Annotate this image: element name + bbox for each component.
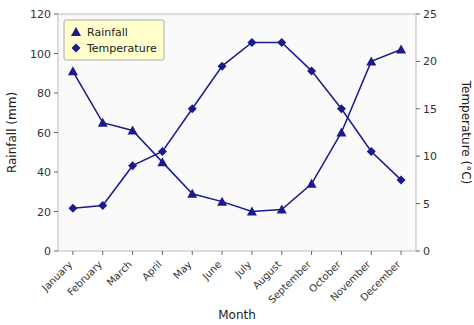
point-marker (98, 201, 107, 210)
tick-mark (341, 251, 342, 255)
point-marker (396, 45, 406, 54)
tick-mark (401, 251, 402, 255)
tick-label: 60 (37, 127, 51, 140)
point-marker (218, 62, 227, 71)
plot-area (58, 14, 416, 251)
y2-axis-label: Temperature (°C) (459, 80, 473, 185)
tick-mark (416, 251, 420, 252)
point-marker (157, 157, 167, 166)
tick-mark (54, 211, 58, 212)
tick-label: September (266, 258, 313, 305)
tick-mark (54, 93, 58, 94)
point-marker (128, 126, 138, 135)
tick-label: February (65, 259, 104, 298)
legend-box (64, 20, 164, 60)
tick-mark (416, 203, 420, 204)
tick-mark (192, 251, 193, 255)
marks (68, 38, 406, 216)
point-marker (68, 66, 78, 75)
y-axis-label: Rainfall (mm) (5, 92, 19, 173)
tick-label: 100 (30, 48, 51, 61)
tick-label: 10 (423, 150, 437, 163)
point-marker (366, 56, 376, 65)
tick-mark (416, 156, 420, 157)
tick-mark (54, 251, 58, 252)
x-axis-label: Month (218, 308, 256, 322)
legend-label: Rainfall (87, 26, 128, 39)
tick-label: May (171, 259, 193, 281)
legend-label: Temperature (86, 42, 157, 55)
legend-marker (72, 44, 81, 53)
point-marker (187, 189, 197, 198)
tick-mark (251, 251, 252, 255)
tick-label: 25 (423, 8, 437, 21)
tick-label: 80 (37, 87, 51, 100)
tick-label: 15 (423, 103, 437, 116)
tick-label: December (358, 258, 403, 303)
point-marker (68, 204, 77, 213)
point-marker (307, 66, 316, 75)
tick-mark (72, 251, 73, 255)
tick-mark (132, 251, 133, 255)
tick-label: July (232, 259, 253, 280)
tick-mark (311, 251, 312, 255)
tick-mark (54, 14, 58, 15)
tick-mark (54, 172, 58, 173)
tick-label: March (105, 259, 134, 288)
tick-label: June (200, 259, 224, 283)
point-marker (307, 179, 317, 188)
series-line (73, 50, 401, 212)
tick-label: 40 (37, 166, 51, 179)
point-marker (188, 104, 197, 113)
tick-label: 5 (423, 198, 430, 211)
point-marker (397, 175, 406, 184)
tick-label: 20 (423, 55, 437, 68)
tick-label: 0 (44, 245, 51, 258)
point-marker (337, 104, 346, 113)
tick-mark (416, 61, 420, 62)
point-marker (217, 197, 227, 206)
point-marker (367, 147, 376, 156)
point-marker (128, 161, 137, 170)
tick-mark (162, 251, 163, 255)
point-marker (277, 205, 287, 214)
point-marker (158, 147, 167, 156)
legend-marker (71, 27, 81, 36)
tick-mark (54, 132, 58, 133)
tick-mark (416, 14, 420, 15)
tick-mark (102, 251, 103, 255)
tick-label: 20 (37, 206, 51, 219)
chart: 0204060801001200510152025JanuaryFebruary… (0, 0, 474, 325)
tick-mark (416, 108, 420, 109)
tick-label: April (140, 259, 164, 283)
legend: Rainfall Temperature (64, 20, 164, 60)
point-marker (277, 38, 286, 47)
tick-label: 0 (423, 245, 430, 258)
tick-mark (371, 251, 372, 255)
tick-mark (281, 251, 282, 255)
tick-label: 120 (30, 8, 51, 21)
point-marker (247, 207, 257, 216)
series-line (73, 42, 401, 208)
tick-mark (54, 53, 58, 54)
point-marker (98, 118, 108, 127)
tick-mark (222, 251, 223, 255)
point-marker (247, 38, 256, 47)
point-marker (336, 128, 346, 137)
